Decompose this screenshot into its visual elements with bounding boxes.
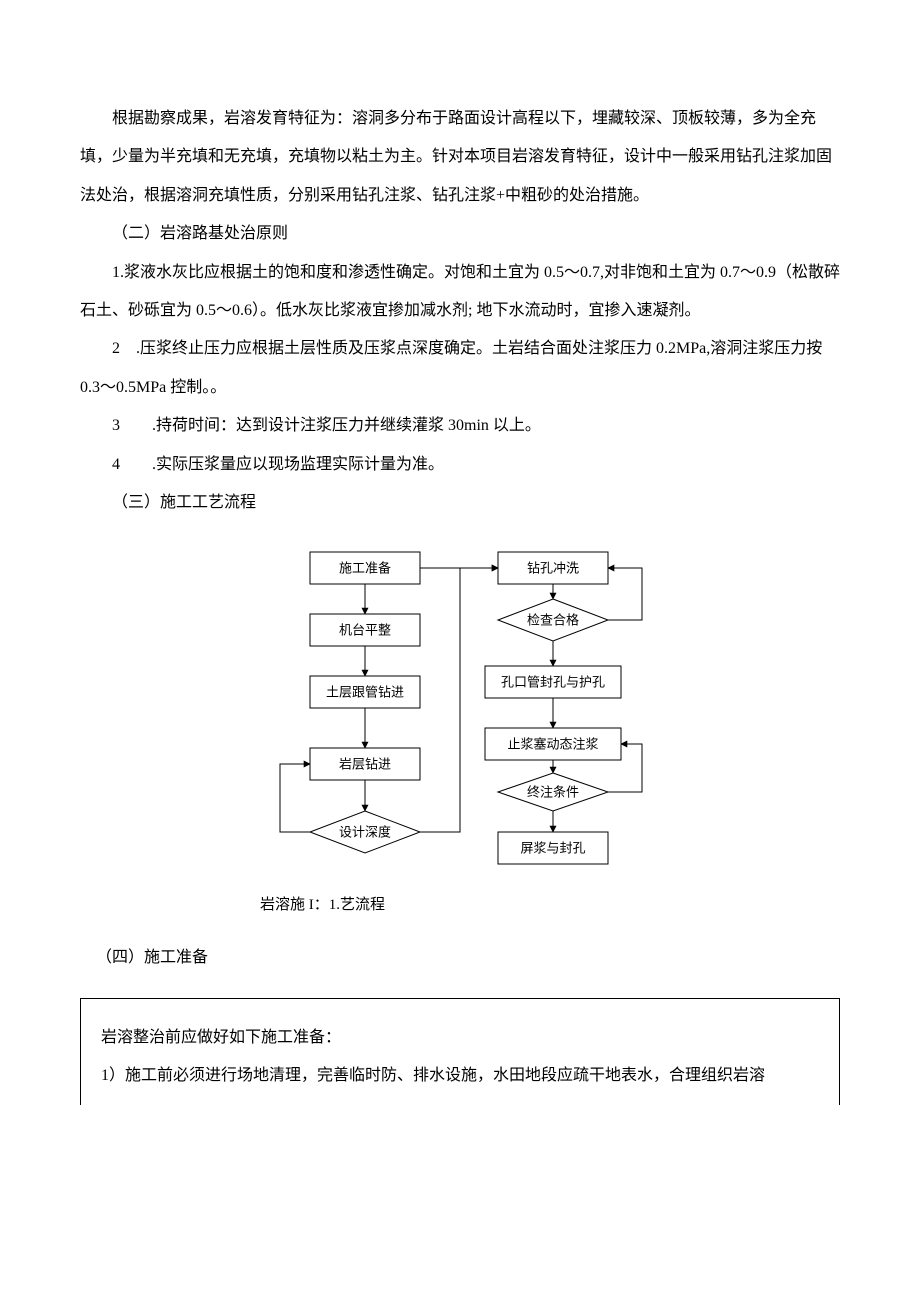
document-page: 根据勘察成果，岩溶发育特征为：溶洞多分布于路面设计高程以下，埋藏较深、顶板较薄，… xyxy=(0,0,920,1145)
paragraph-rule-2: 2 .压浆终止压力应根据土层性质及压浆点深度确定。土岩结合面处注浆压力 0.2M… xyxy=(80,330,840,407)
heading-2: （二）岩溶路基处治原则 xyxy=(80,215,840,253)
heading-4: （四）施工准备 xyxy=(80,939,840,977)
paragraph-rule-4: 4 .实际压浆量应以现场监理实际计量为准。 xyxy=(80,446,840,484)
svg-text:止浆塞动态注浆: 止浆塞动态注浆 xyxy=(507,737,598,752)
svg-text:岩层钻进: 岩层钻进 xyxy=(339,757,391,772)
paragraph-intro: 根据勘察成果，岩溶发育特征为：溶洞多分布于路面设计高程以下，埋藏较深、顶板较薄，… xyxy=(80,100,840,215)
svg-text:屏浆与封孔: 屏浆与封孔 xyxy=(520,841,585,856)
svg-text:终注条件: 终注条件 xyxy=(527,785,579,800)
paragraph-rule-1: 1.浆液水灰比应根据土的饱和度和渗透性确定。对饱和土宜为 0.5～0.7,对非饱… xyxy=(80,254,840,331)
heading-3: （三）施工工艺流程 xyxy=(80,484,840,522)
svg-text:土层跟管钻进: 土层跟管钻进 xyxy=(326,685,404,700)
svg-text:钻孔冲洗: 钻孔冲洗 xyxy=(527,561,579,576)
svg-text:检查合格: 检查合格 xyxy=(527,613,579,628)
svg-text:孔口管封孔与护孔: 孔口管封孔与护孔 xyxy=(501,675,605,690)
preparation-box: 岩溶整治前应做好如下施工准备： 1）施工前必须进行场地清理，完善临时防、排水设施… xyxy=(80,998,840,1106)
box-line-2: 1）施工前必须进行场地清理，完善临时防、排水设施，水田地段应疏干地表水，合理组织… xyxy=(101,1057,819,1095)
flowchart-caption: 岩溶施 I：1.艺流程 xyxy=(80,887,840,923)
svg-text:机台平整: 机台平整 xyxy=(339,623,391,638)
process-flowchart: 施工准备机台平整土层跟管钻进岩层钻进设计深度 钻孔冲洗检查合格孔口管封孔与护孔止浆… xyxy=(250,542,670,882)
svg-text:施工准备: 施工准备 xyxy=(339,561,391,576)
box-line-1: 岩溶整治前应做好如下施工准备： xyxy=(101,1019,819,1057)
paragraph-rule-3: 3 .持荷时间：达到设计注浆压力并继续灌浆 30min 以上。 xyxy=(80,407,840,445)
svg-text:设计深度: 设计深度 xyxy=(339,825,391,840)
